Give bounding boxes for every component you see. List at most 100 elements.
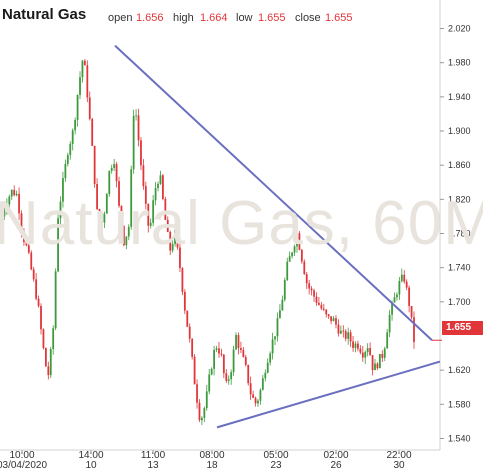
- x-tick-time: 05:00: [263, 450, 288, 461]
- y-tick-label: 1.580: [448, 399, 471, 409]
- y-tick-label: 1.700: [448, 297, 471, 307]
- candle-body: [183, 291, 186, 311]
- candle-body: [337, 324, 340, 334]
- candle-body: [371, 355, 374, 371]
- candle-body: [354, 343, 357, 348]
- candle-body: [296, 233, 298, 247]
- candle-body: [369, 348, 372, 356]
- candle-body: [198, 402, 201, 421]
- candle-body: [161, 175, 164, 199]
- candle-body: [25, 242, 28, 246]
- x-tick-time: 08:00: [199, 450, 224, 461]
- candle-body: [279, 310, 281, 319]
- candle-body: [344, 331, 347, 339]
- candle-body: [18, 193, 20, 214]
- candle-body: [59, 201, 62, 219]
- candle-body: [254, 397, 257, 404]
- candle-body: [118, 181, 120, 206]
- candle-body: [271, 339, 274, 354]
- x-tick-time: 02:00: [323, 450, 348, 461]
- candle-body: [1, 216, 3, 218]
- candle-body: [49, 349, 52, 376]
- candle-body: [298, 233, 301, 250]
- high-label: high: [173, 12, 194, 24]
- candle-body: [347, 332, 350, 339]
- x-tick-time: 10:00: [9, 450, 34, 461]
- candle-body: [64, 163, 67, 179]
- candle-body: [208, 374, 211, 392]
- candle-body: [244, 357, 247, 365]
- candle-body: [191, 338, 194, 357]
- y-tick-label: 1.620: [448, 365, 471, 375]
- last-price-tag: 1.655: [442, 321, 483, 335]
- candle-body: [205, 391, 208, 409]
- candle-body: [413, 317, 415, 343]
- candle-body: [137, 115, 140, 141]
- candle-body: [71, 130, 74, 144]
- candle-body: [86, 65, 89, 98]
- candle-body: [79, 77, 81, 95]
- candle-body: [237, 335, 240, 349]
- candle-body: [232, 349, 235, 373]
- candle-body: [69, 143, 72, 155]
- candle-body: [5, 204, 8, 211]
- candle-body: [57, 218, 59, 272]
- candle-body: [403, 274, 406, 282]
- candle-body: [235, 335, 237, 350]
- candle-body: [122, 225, 125, 246]
- candle-body: [276, 318, 279, 337]
- candle-body: [310, 288, 313, 291]
- candle-body: [220, 353, 223, 355]
- candle-body: [27, 245, 30, 253]
- candle-body: [247, 364, 250, 384]
- candle-body: [274, 336, 276, 340]
- candle-body: [257, 400, 259, 404]
- candle-body: [176, 230, 179, 248]
- candle-body: [13, 189, 16, 196]
- candle-body: [83, 60, 86, 66]
- candle-body: [227, 379, 230, 381]
- candle-body: [405, 281, 408, 288]
- x-tick-date: 30: [393, 460, 405, 471]
- candle-body: [44, 348, 47, 367]
- candle-body: [393, 297, 396, 303]
- y-tick-label: 1.780: [448, 229, 471, 239]
- candle-body: [398, 281, 401, 295]
- candle-body: [93, 145, 96, 185]
- chart-title: Natural Gas: [2, 6, 87, 23]
- y-tick-label: 2.020: [448, 24, 471, 34]
- candle-body: [110, 168, 113, 171]
- candle-body: [388, 314, 391, 333]
- candle-body: [30, 252, 33, 270]
- candle-body: [215, 348, 218, 350]
- candle-body: [218, 348, 220, 354]
- candle-body: [230, 372, 233, 380]
- candle-body: [330, 316, 333, 322]
- candle-body: [125, 236, 128, 246]
- x-tick-time: 22:00: [386, 450, 411, 461]
- candle-body: [266, 362, 269, 373]
- candle-body: [96, 184, 98, 210]
- candle-body: [35, 279, 38, 299]
- close-value: 1.655: [325, 12, 353, 24]
- candle-body: [120, 205, 123, 226]
- candle-body: [52, 328, 55, 350]
- candle-body: [159, 175, 162, 184]
- candle-body: [357, 343, 359, 349]
- y-tick-label: 1.820: [448, 194, 471, 204]
- candle-body: [293, 246, 296, 253]
- candle-body: [32, 269, 35, 280]
- x-tick-date: 18: [206, 460, 218, 471]
- candle-body: [359, 348, 362, 353]
- candle-body: [181, 268, 184, 292]
- candle-body: [54, 271, 57, 329]
- candle-body: [286, 261, 289, 281]
- candle-body: [400, 274, 403, 282]
- candle-body: [335, 318, 337, 325]
- candle-body: [300, 249, 303, 262]
- candle-body: [383, 348, 386, 358]
- x-tick-date: 10: [85, 460, 97, 471]
- y-tick-label: 1.940: [448, 92, 471, 102]
- candle-body: [322, 308, 325, 310]
